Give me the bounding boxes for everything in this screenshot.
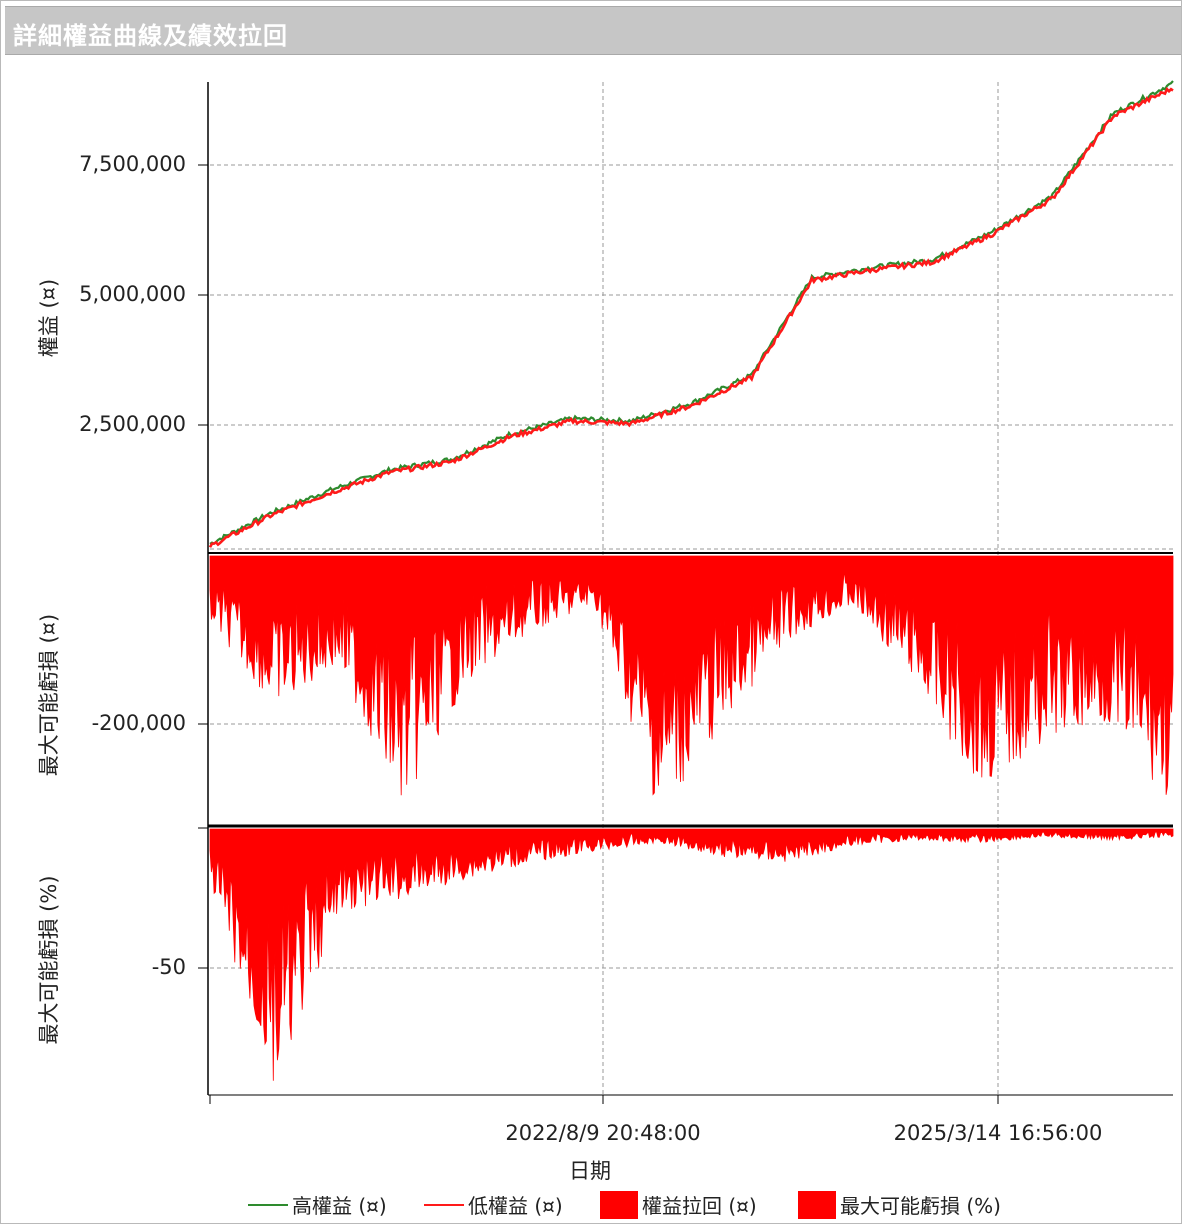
y-tick-label: 5,000,000 (79, 282, 186, 306)
x-tick-label: 2022/8/9 20:48:00 (505, 1121, 700, 1145)
drawdown-abs-area-path (209, 555, 1174, 796)
drawdown-pct-area (209, 828, 1174, 1081)
equity-lines (208, 80, 1174, 548)
title-bar: 詳細權益曲線及績效拉回 (5, 6, 1181, 55)
series-line-low-equity (208, 86, 1174, 548)
panel2-y-label: 最大可能虧損 (¤) (37, 614, 61, 776)
legend-item-drawdown-abs: 權益拉回 (¤) (600, 1190, 757, 1219)
window-title: 詳細權益曲線及績效拉回 (13, 22, 288, 50)
legend-item-drawdown-pct: 最大可能虧損 (%) (798, 1190, 1001, 1219)
legend-label: 最大可能虧損 (%) (840, 1194, 1001, 1218)
legend-swatch (798, 1190, 836, 1219)
y-tick-label: 7,500,000 (79, 152, 186, 176)
legend-label: 高權益 (¤) (292, 1194, 387, 1218)
x-axis-label: 日期 (569, 1159, 611, 1183)
y-tick-label: -50 (152, 955, 186, 979)
legend-swatch (600, 1190, 638, 1219)
panel3-y-label: 最大可能虧損 (%) (37, 875, 61, 1044)
series-line-high-equity (209, 80, 1174, 545)
y-tick-label: -200,000 (92, 711, 186, 735)
legend-label: 低權益 (¤) (468, 1194, 563, 1218)
legend: 高權益 (¤) 低權益 (¤) 權益拉回 (¤) 最大可能虧損 (%) (0, 1190, 1182, 1224)
legend-item-high-equity: 高權益 (¤) (248, 1190, 387, 1219)
drawdown-pct-area-path (209, 828, 1174, 1081)
legend-swatch (424, 1203, 464, 1206)
legend-swatch (248, 1203, 288, 1206)
drawdown-abs-area (209, 555, 1174, 796)
legend-item-low-equity: 低權益 (¤) (424, 1190, 563, 1219)
x-tick-label: 2025/3/14 16:56:00 (894, 1121, 1103, 1145)
y-tick-label: 2,500,000 (79, 412, 186, 436)
panel1-y-label: 權益 (¤) (37, 279, 61, 357)
legend-label: 權益拉回 (¤) (642, 1194, 757, 1218)
